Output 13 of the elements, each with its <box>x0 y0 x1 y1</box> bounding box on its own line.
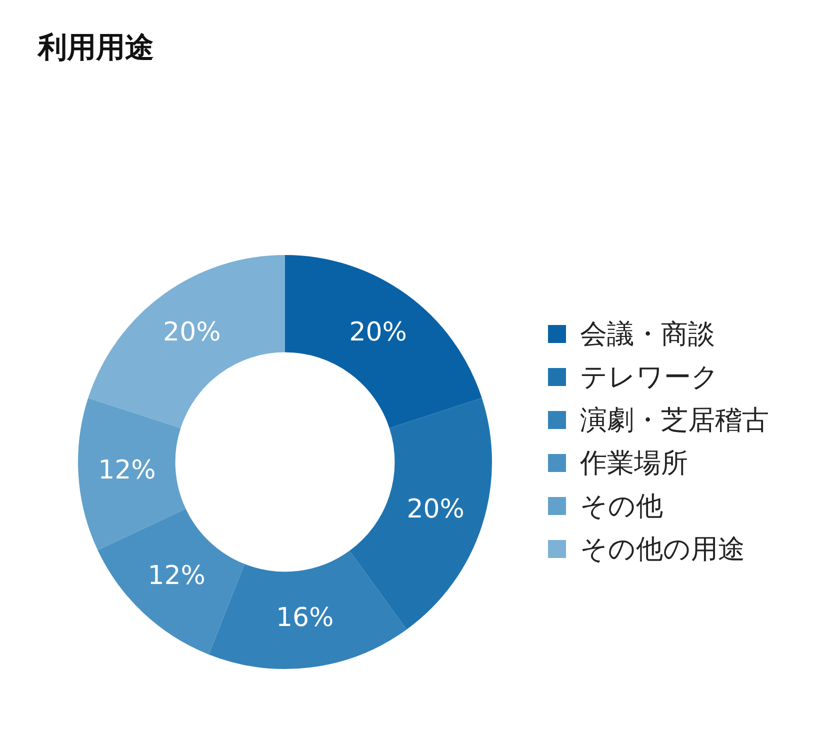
data-label: 12% <box>98 456 156 486</box>
data-label: 20% <box>163 318 221 348</box>
legend-label: 演劇・芝居稽古 <box>580 404 769 438</box>
legend-label: テレワーク <box>580 360 719 394</box>
legend-label: その他の用途 <box>580 532 745 566</box>
data-label: 20% <box>349 318 407 348</box>
data-label: 16% <box>276 602 334 633</box>
legend-label: 会議・商談 <box>580 318 715 352</box>
legend-label: その他 <box>580 490 663 524</box>
data-label: 12% <box>148 561 206 592</box>
chart-title: 利用用途 <box>38 29 154 66</box>
data-label: 20% <box>406 494 465 525</box>
legend-label: 作業場所 <box>580 446 688 480</box>
